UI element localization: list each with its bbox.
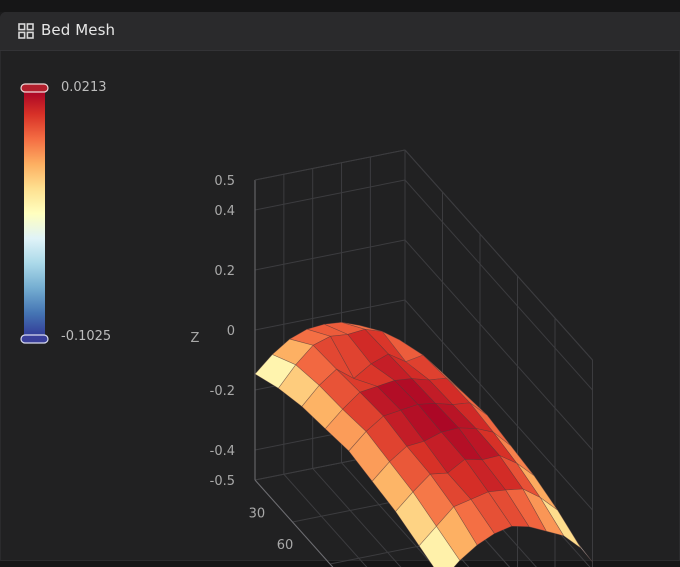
window-bottom-strip bbox=[0, 561, 680, 567]
legend-min-label: -0.1025 bbox=[61, 329, 112, 344]
box-edge bbox=[254, 149, 406, 181]
card-title: Bed Mesh bbox=[41, 21, 116, 39]
legend-max-handle[interactable] bbox=[20, 83, 49, 93]
x-tick-label: 60 bbox=[277, 538, 294, 553]
window-top-strip bbox=[0, 0, 680, 12]
z-tick-label: -0.5 bbox=[210, 474, 235, 489]
legend-max-label: 0.0213 bbox=[61, 80, 107, 95]
z-tick-label: -0.2 bbox=[210, 384, 235, 399]
mesh-cell bbox=[418, 525, 461, 567]
legend-min-handle[interactable] bbox=[20, 334, 49, 344]
floor-grid-line bbox=[283, 473, 368, 567]
z-tick-label: 0.4 bbox=[214, 204, 235, 219]
z-grid-line bbox=[254, 179, 406, 211]
z-grid-line bbox=[254, 239, 406, 271]
z-tick-label: -0.4 bbox=[210, 444, 235, 459]
x-tick-label: 30 bbox=[249, 507, 266, 522]
card-header: Bed Mesh bbox=[0, 12, 680, 51]
box-edge bbox=[404, 149, 593, 361]
z-grid-line bbox=[404, 299, 593, 511]
x-axis-line bbox=[254, 479, 334, 567]
z-tick-label: 0.2 bbox=[214, 264, 235, 279]
mesh-surface[interactable] bbox=[254, 321, 593, 567]
z-grid-line bbox=[254, 299, 406, 331]
bed-mesh-card: Bed Mesh bbox=[0, 12, 680, 561]
z-tick-label: 0.5 bbox=[214, 174, 235, 189]
z-tick-label: 0 bbox=[227, 324, 235, 339]
z-axis-name: Z bbox=[191, 331, 200, 346]
color-legend[interactable] bbox=[20, 83, 49, 344]
axis-labels: 0.50.40.20-0.2-0.4-0.5306090120150180501… bbox=[191, 174, 294, 553]
floor-grid-line bbox=[312, 468, 402, 567]
legend-bar bbox=[24, 89, 45, 338]
z-grid-line bbox=[404, 239, 593, 451]
grid-icon bbox=[18, 23, 34, 39]
floor-grid-line bbox=[341, 462, 436, 567]
z-grid-line bbox=[404, 179, 593, 391]
